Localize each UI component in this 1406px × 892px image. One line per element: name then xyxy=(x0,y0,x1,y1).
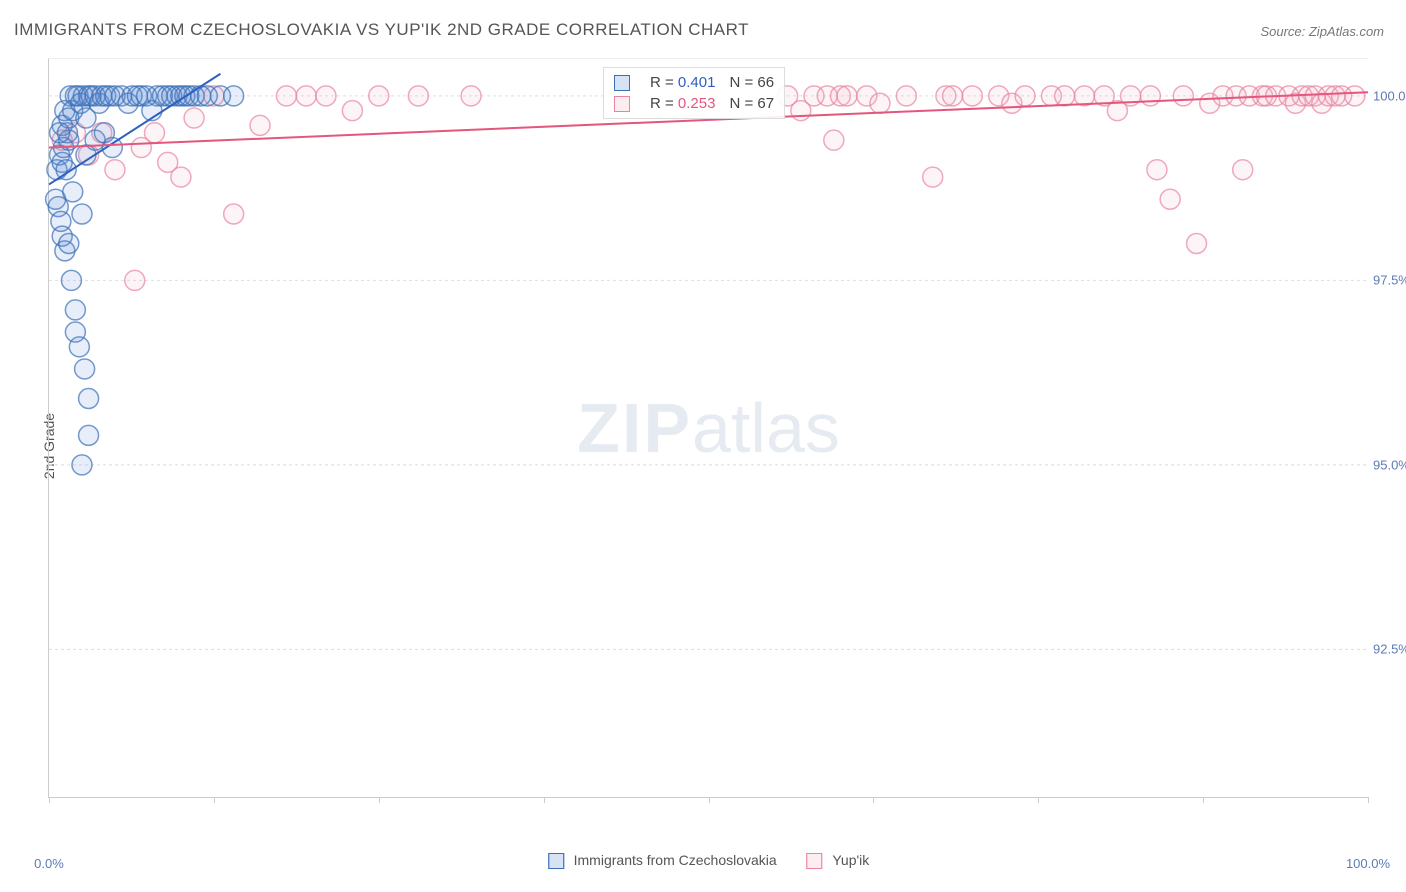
legend-item-series-0: Immigrants from Czechoslovakia xyxy=(548,852,777,869)
source-attribution: Source: ZipAtlas.com xyxy=(1260,24,1384,39)
series-1-n-value: 67 xyxy=(757,95,774,112)
y-tick-label: 97.5% xyxy=(1373,273,1406,288)
correlation-row-series-1: R = 0.253 N = 67 xyxy=(614,95,774,112)
series-1-swatch-icon xyxy=(614,96,630,112)
scatter-plot-svg xyxy=(49,59,1368,797)
series-0-n-value: 66 xyxy=(757,74,774,91)
series-0-r-value: 0.401 xyxy=(678,74,716,91)
series-1-legend-swatch-icon xyxy=(807,853,823,869)
series-0-swatch-icon xyxy=(614,75,630,91)
series-0-legend-label: Immigrants from Czechoslovakia xyxy=(574,852,777,868)
y-tick-label: 92.5% xyxy=(1373,642,1406,657)
legend: Immigrants from Czechoslovakia Yup'ik xyxy=(548,852,870,869)
series-0-legend-swatch-icon xyxy=(548,853,564,869)
y-tick-label: 100.0% xyxy=(1373,88,1406,103)
x-tick-label: 100.0% xyxy=(1346,856,1390,871)
chart-title: IMMIGRANTS FROM CZECHOSLOVAKIA VS YUP'IK… xyxy=(14,20,749,40)
x-tick-label: 0.0% xyxy=(34,856,64,871)
series-1-legend-label: Yup'ik xyxy=(832,852,869,868)
series-1-r-value: 0.253 xyxy=(678,95,716,112)
correlation-stats-box: R = 0.401 N = 66 R = 0.253 N = 67 xyxy=(603,67,785,119)
legend-item-series-1: Yup'ik xyxy=(807,852,870,869)
y-tick-label: 95.0% xyxy=(1373,457,1406,472)
correlation-row-series-0: R = 0.401 N = 66 xyxy=(614,74,774,91)
chart-plot-area: ZIPatlas 92.5%95.0%97.5%100.0% 0.0%100.0… xyxy=(48,58,1368,798)
